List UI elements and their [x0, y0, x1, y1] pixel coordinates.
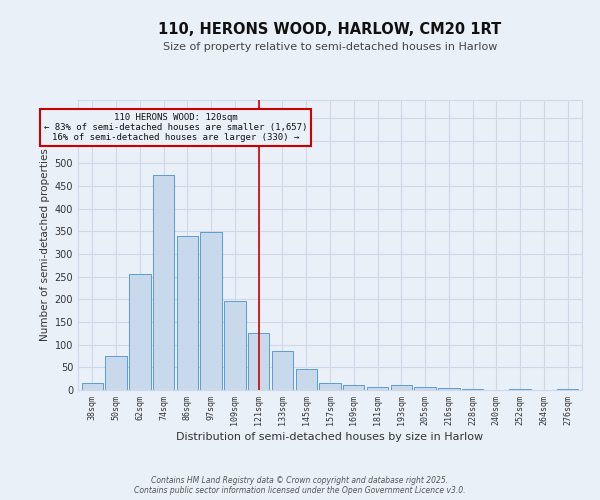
Bar [343, 386, 364, 390]
Bar [176, 236, 198, 390]
Bar [272, 350, 293, 390]
Bar [319, 383, 341, 390]
Bar [296, 369, 317, 390]
Bar [82, 383, 103, 390]
Bar [248, 333, 269, 390]
Text: 110 HERONS WOOD: 120sqm
← 83% of semi-detached houses are smaller (1,657)
16% of: 110 HERONS WOOD: 120sqm ← 83% of semi-de… [44, 112, 307, 142]
Bar [415, 387, 436, 390]
Bar [224, 300, 245, 390]
Bar [153, 175, 174, 390]
Text: Contains HM Land Registry data © Crown copyright and database right 2025.
Contai: Contains HM Land Registry data © Crown c… [134, 476, 466, 495]
Text: 110, HERONS WOOD, HARLOW, CM20 1RT: 110, HERONS WOOD, HARLOW, CM20 1RT [158, 22, 502, 38]
Text: Size of property relative to semi-detached houses in Harlow: Size of property relative to semi-detach… [163, 42, 497, 52]
Bar [557, 389, 578, 390]
Y-axis label: Number of semi-detached properties: Number of semi-detached properties [40, 148, 50, 342]
Bar [129, 274, 151, 390]
Bar [462, 388, 484, 390]
Bar [438, 388, 460, 390]
Bar [367, 387, 388, 390]
Bar [200, 232, 222, 390]
Bar [106, 356, 127, 390]
Bar [391, 386, 412, 390]
Bar [509, 388, 531, 390]
X-axis label: Distribution of semi-detached houses by size in Harlow: Distribution of semi-detached houses by … [176, 432, 484, 442]
